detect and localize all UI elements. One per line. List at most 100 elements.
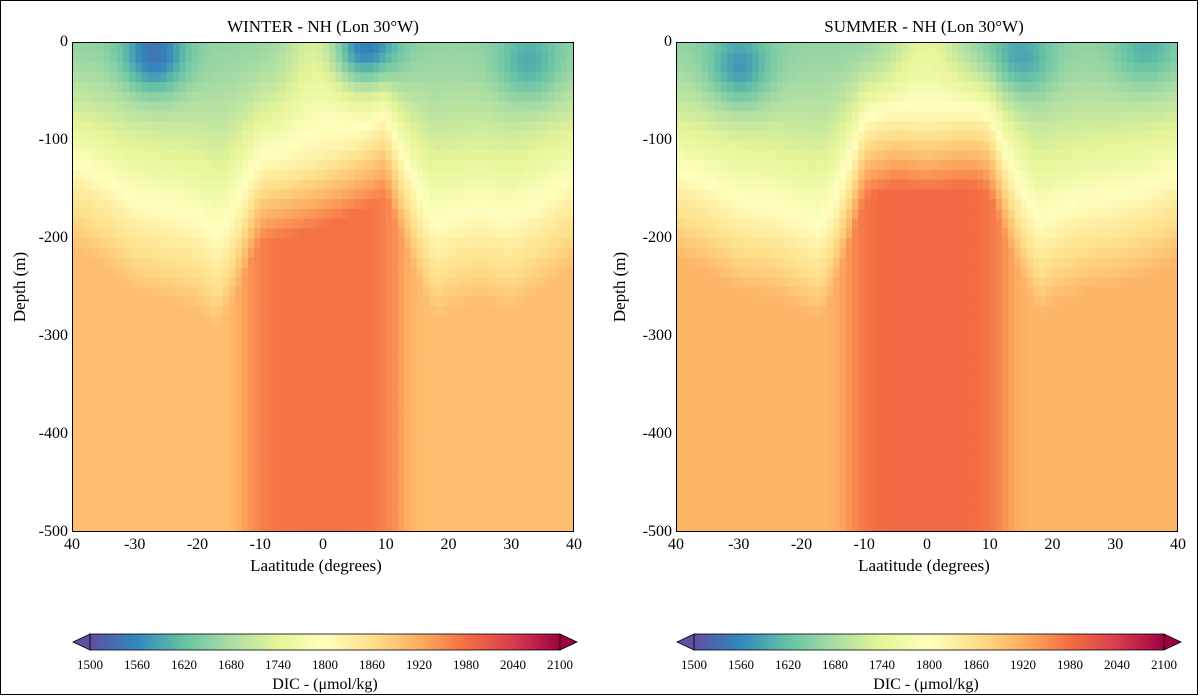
heatmap-cell	[479, 43, 487, 54]
heatmap-cell	[491, 365, 499, 376]
heatmap-cell	[989, 111, 997, 122]
heatmap-cell	[379, 140, 387, 151]
heatmap-cell	[198, 326, 205, 337]
heatmap-cell	[229, 521, 237, 531]
heatmap-cell	[827, 91, 834, 103]
heatmap-cell	[720, 91, 728, 103]
heatmap-cell	[198, 521, 205, 531]
heatmap-cell	[235, 501, 243, 513]
heatmap-cell	[260, 394, 268, 405]
heatmap-cell	[404, 140, 412, 151]
heatmap-cell	[504, 228, 512, 239]
heatmap-cell	[1039, 111, 1047, 122]
heatmap-cell	[541, 169, 549, 181]
heatmap-cell	[329, 62, 337, 73]
heatmap-cell	[210, 208, 218, 220]
heatmap-cell	[173, 374, 180, 386]
heatmap-cell	[429, 501, 437, 513]
heatmap-cell	[485, 228, 493, 239]
heatmap-cell	[435, 296, 443, 308]
heatmap-cell	[210, 130, 218, 142]
heatmap-cell	[116, 287, 124, 298]
heatmap-cell	[827, 140, 834, 151]
heatmap-cell	[460, 91, 468, 103]
heatmap-cell	[958, 43, 966, 54]
heatmap-cell	[248, 443, 255, 454]
heatmap-cell	[404, 52, 412, 64]
heatmap-cell	[123, 267, 130, 278]
heatmap-cell	[104, 130, 112, 142]
heatmap-cell	[1033, 150, 1041, 161]
heatmap-cell	[91, 150, 99, 161]
heatmap-cell	[485, 482, 493, 493]
heatmap-cell	[91, 355, 99, 366]
heatmap-cell	[223, 521, 230, 531]
heatmap-cell	[291, 218, 299, 230]
heatmap-cell	[391, 130, 399, 142]
heatmap-cell	[141, 413, 149, 425]
heatmap-cell	[1095, 62, 1103, 73]
heatmap-cell	[510, 384, 518, 395]
heatmap-cell	[85, 111, 93, 122]
heatmap-cell	[1164, 121, 1172, 132]
heatmap-cell	[454, 306, 462, 317]
heatmap-cell	[491, 199, 499, 210]
heatmap-cell	[129, 238, 137, 249]
heatmap-cell	[354, 296, 362, 308]
heatmap-cell	[541, 462, 549, 474]
heatmap-cell	[116, 130, 124, 142]
heatmap-cell	[260, 238, 268, 249]
heatmap-cell	[1158, 111, 1166, 122]
heatmap-cell	[223, 121, 230, 132]
heatmap-cell	[254, 43, 262, 54]
heatmap-cell	[1008, 62, 1016, 73]
heatmap-cell	[1089, 111, 1097, 122]
heatmap-cell	[310, 452, 318, 464]
heatmap-cell	[329, 208, 337, 220]
heatmap-cell	[129, 433, 137, 444]
heatmap-cell	[677, 111, 684, 122]
heatmap-cell	[466, 345, 474, 356]
heatmap-cell	[404, 267, 412, 278]
heatmap-cell	[348, 404, 355, 415]
heatmap-cell	[104, 52, 112, 64]
heatmap-cell	[1077, 101, 1084, 112]
heatmap-cell	[491, 374, 499, 386]
heatmap-cell	[260, 228, 268, 239]
heatmap-cell	[260, 345, 268, 356]
heatmap-cell	[366, 413, 374, 425]
heatmap-cell	[498, 189, 505, 200]
heatmap-cell	[727, 140, 734, 151]
heatmap-cell	[473, 130, 480, 142]
heatmap-cell	[198, 384, 205, 395]
heatmap-cell	[541, 384, 549, 395]
heatmap-cell	[373, 150, 380, 161]
heatmap-cell	[410, 413, 418, 425]
heatmap-cell	[466, 62, 474, 73]
heatmap-cell	[554, 267, 562, 278]
heatmap-cell	[548, 82, 555, 93]
heatmap-cell	[110, 511, 118, 522]
heatmap-cell	[335, 199, 343, 210]
heatmap-cell	[79, 111, 87, 122]
heatmap-cell	[548, 218, 555, 230]
heatmap-cell	[1020, 121, 1028, 132]
heatmap-cell	[739, 43, 747, 54]
heatmap-cell	[435, 101, 443, 112]
heatmap-cell	[920, 62, 928, 73]
heatmap-cell	[435, 482, 443, 493]
heatmap-cell	[429, 384, 437, 395]
heatmap-cell	[441, 189, 449, 200]
heatmap-cell	[166, 413, 174, 425]
heatmap-cell	[1052, 91, 1059, 103]
heatmap-cell	[566, 482, 573, 493]
heatmap-cell	[304, 238, 312, 249]
heatmap-cell	[460, 130, 468, 142]
heatmap-cell	[73, 443, 80, 454]
heatmap-cell	[548, 326, 555, 337]
heatmap-cell	[385, 433, 393, 444]
heatmap-cell	[416, 43, 424, 54]
heatmap-cell	[85, 150, 93, 161]
heatmap-cell	[429, 374, 437, 386]
heatmap-cell	[241, 179, 249, 190]
